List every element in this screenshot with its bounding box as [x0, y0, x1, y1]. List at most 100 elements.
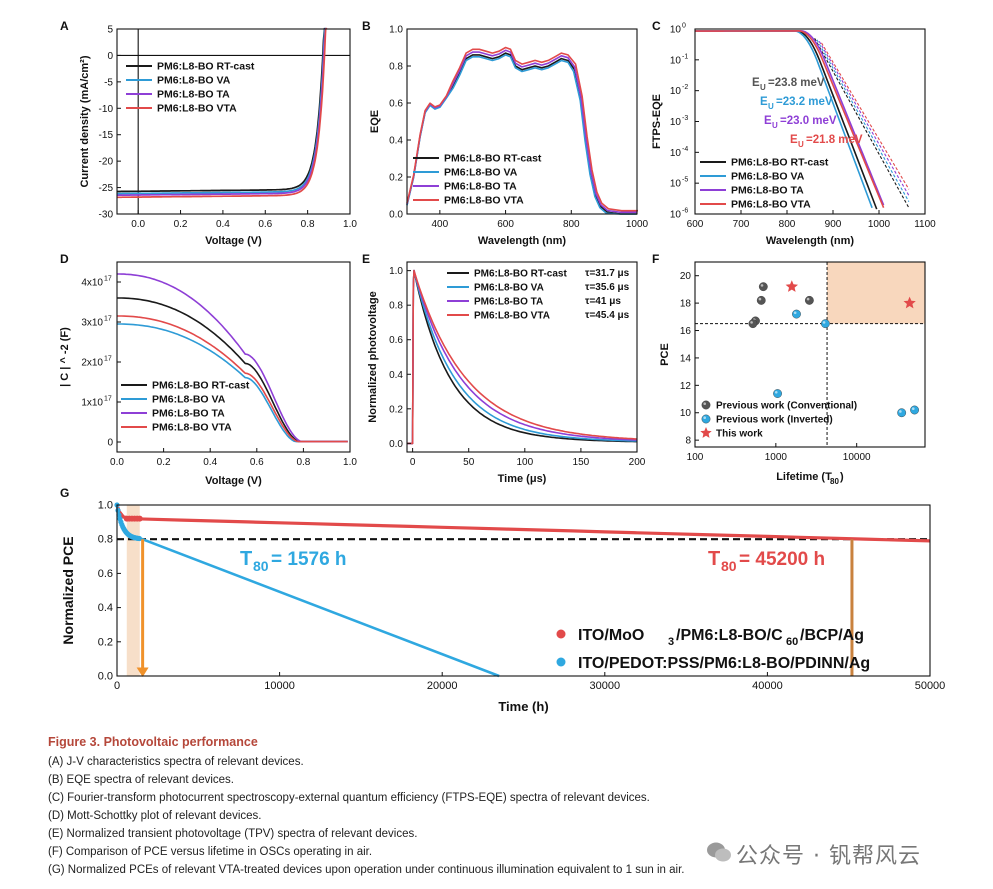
x-tick-label: 1100 [914, 219, 936, 230]
legend-label-blue: ITO/PEDOT:PSS/PM6:L8-BO/PDINN/Ag [578, 655, 870, 672]
x-tick-label: 0.0 [110, 457, 124, 468]
blue-marker [115, 507, 121, 513]
scatter-point-highlight [793, 311, 797, 315]
y-tick-exponent: -5 [682, 177, 688, 184]
plot-frame-b [406, 28, 638, 215]
urbach-subscript: U [760, 83, 766, 92]
legend-label: PM6:L8-BO TA [152, 408, 225, 420]
jv-curve [117, 27, 326, 193]
scatter-point [804, 295, 814, 305]
scatter-point [758, 282, 768, 292]
x-tick-label: 0.4 [216, 219, 230, 230]
legend-label: PM6:L8-BO VTA [152, 422, 232, 434]
y-tick-label: 0 [107, 438, 113, 449]
legend-label: PM6:L8-BO VA [157, 75, 231, 87]
legend-label: PM6:L8-BO RT-cast [157, 61, 255, 73]
x-axis-label: Time (h) [498, 699, 548, 714]
y-tick-label: 4x10 [81, 278, 103, 289]
eqe-curve [406, 52, 637, 215]
x-axis-label: Voltage (V) [205, 235, 262, 247]
caption-title: Figure 3. Photovoltaic performance [48, 735, 258, 749]
urbach-fit-line [816, 39, 910, 202]
legend-label: PM6:L8-BO RT-cast [731, 157, 829, 169]
jv-curve [117, 27, 327, 195]
urbach-subscript: U [798, 140, 804, 149]
y-tick-label: 3x10 [81, 318, 103, 329]
caption-line-a: (A) J-V characteristics spectra of relev… [48, 756, 304, 768]
x-tick-label: 600 [497, 219, 514, 230]
legend-label: PM6:L8-BO RT-cast [152, 380, 250, 392]
tpv-curve [407, 269, 637, 445]
y-tick-label: 0.4 [389, 136, 403, 147]
x-axis-label: Voltage (V) [205, 475, 262, 487]
caption-line-d: (D) Mott-Schottky plot of relevant devic… [48, 810, 262, 822]
t80-label: T [240, 548, 252, 570]
panel-letter: A [60, 19, 69, 33]
scatter-point-highlight [899, 410, 902, 413]
scatter-point-highlight [774, 390, 778, 394]
legend-label: PM6:L8-BO TA [157, 89, 230, 101]
y-axis-label: Normalized PCE [60, 536, 76, 644]
legend-label: PM6:L8-BO RT-cast [444, 153, 542, 165]
y-tick-label: 2x10 [81, 358, 103, 369]
scatter-point [756, 295, 766, 305]
ms-curve [117, 315, 348, 443]
urbach-value: =23.0 meV [780, 115, 837, 127]
y-tick-label: 0.0 [389, 210, 403, 221]
legend-label: PM6:L8-BO VTA [474, 311, 550, 322]
y-tick-label: 1x10 [81, 398, 103, 409]
legend-label: PM6:L8-BO VA [731, 171, 805, 183]
y-tick-exponent: 17 [104, 356, 112, 363]
x-tick-label: 150 [573, 457, 590, 468]
scatter-point [792, 309, 801, 319]
y-tick-label: 12 [680, 381, 692, 392]
y-tick-label: 1.0 [98, 500, 113, 512]
urbach-subscript: U [772, 121, 778, 130]
caption-line-e: (E) Normalized transient photovoltage (T… [48, 828, 418, 840]
eqe-curve [406, 49, 637, 214]
urbach-label: E [790, 134, 798, 146]
plot-frame-d [116, 261, 351, 453]
eqe-curve [406, 46, 638, 212]
y-tick-exponent: 17 [104, 316, 112, 323]
legend-label: PM6:L8-BO VTA [157, 103, 237, 115]
scatter-point-highlight [760, 284, 764, 287]
t80-subscript: 80 [253, 558, 269, 574]
t80-subscript: 80 [721, 558, 737, 574]
plot-frame-a [116, 28, 351, 215]
stability-curve-blue [115, 504, 500, 678]
y-tick-label: 10 [670, 55, 682, 66]
scatter-point-highlight [822, 321, 826, 324]
legend-label: PM6:L8-BO VA [444, 167, 518, 179]
y-tick-label: 0.8 [389, 301, 403, 312]
x-tick-label: 0.2 [174, 219, 188, 230]
legend-label: Previous work (Inverted) [716, 415, 833, 426]
y-tick-label: 5 [107, 25, 113, 36]
y-tick-label: 10 [670, 148, 682, 159]
y-tick-label: 0.4 [389, 370, 403, 381]
legend-star [700, 427, 712, 438]
scatter-point [820, 319, 830, 329]
legend-label: PM6:L8-BO TA [444, 181, 517, 193]
urbach-value: =23.8 meV [768, 77, 825, 89]
y-axis-label: EQE [369, 110, 381, 133]
y-tick-label: 1.0 [389, 25, 403, 36]
legend-label: PM6:L8-BO VA [474, 283, 544, 294]
scatter-point-highlight [911, 407, 915, 411]
y-tick-label: 0.0 [98, 671, 113, 683]
watermark-text: 公众号 · 钒帮风云 [736, 844, 921, 869]
y-tick-label: 14 [680, 353, 692, 364]
x-tick-label: 0.0 [131, 219, 145, 230]
legend-label: PM6:L8-BO TA [474, 297, 543, 308]
x-tick-label: 800 [779, 219, 796, 230]
y-tick-label: 20 [680, 271, 692, 282]
legend-marker-blue [556, 657, 566, 667]
legend-label: PM6:L8-BO VTA [444, 195, 524, 207]
y-tick-exponent: -3 [682, 115, 688, 122]
x-tick-label: 0.2 [157, 457, 171, 468]
tau-label: τ=35.6 μs [585, 282, 630, 293]
y-tick-label: 10 [670, 25, 682, 36]
tpv-curve [407, 269, 637, 445]
legend-marker-red [556, 629, 566, 639]
